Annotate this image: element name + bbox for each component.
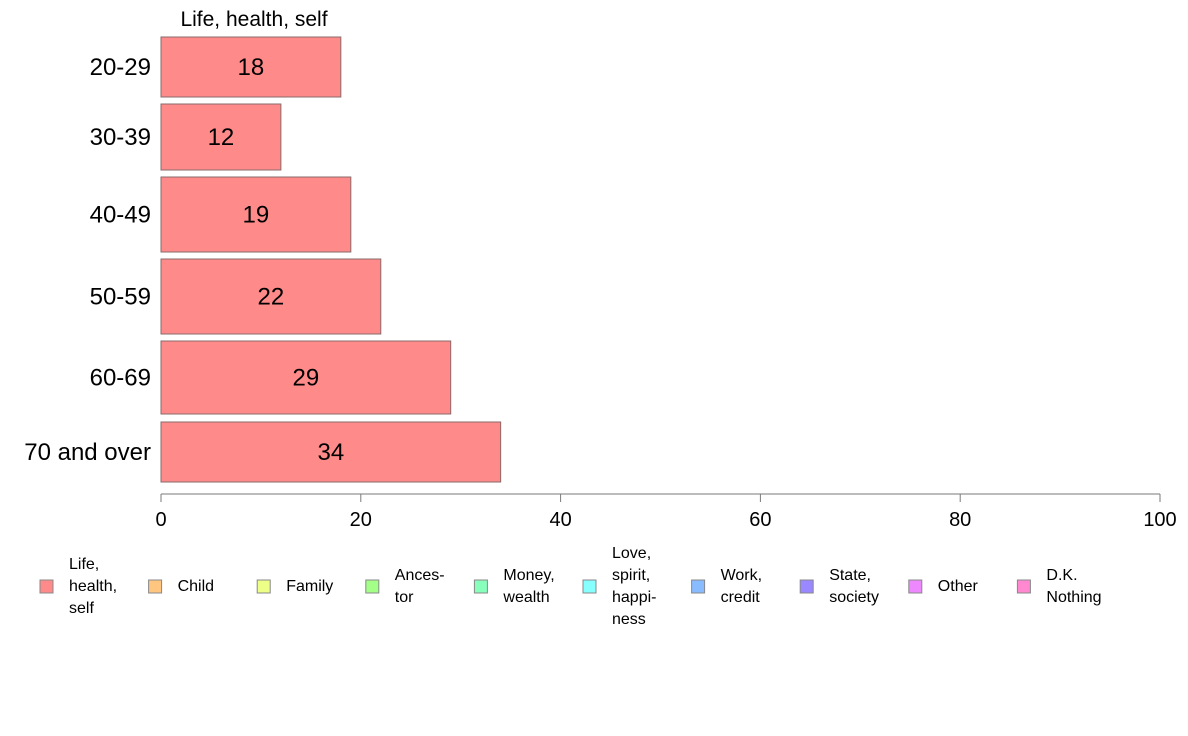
legend-label: D.K. Nothing <box>1046 567 1101 606</box>
category-label: 20-29 <box>90 54 151 81</box>
legend-swatch <box>1016 579 1031 594</box>
category-label: 50-59 <box>90 284 151 311</box>
legend-swatch <box>691 579 706 594</box>
legend: Life, health, self Child Family Ances-tor Mone… <box>39 545 1102 628</box>
category-label: 30-39 <box>90 124 151 151</box>
bar-value-label: 18 <box>238 54 265 81</box>
legend-swatch <box>473 579 488 594</box>
legend-label: Work, credit <box>721 567 762 606</box>
bar-value-label: 19 <box>243 202 270 229</box>
legend-swatch <box>582 579 597 594</box>
x-tick-label: 20 <box>350 509 372 531</box>
legend-swatch <box>39 579 54 594</box>
x-tick-label: 60 <box>749 509 771 531</box>
legend-label: Child <box>178 578 214 595</box>
bar-value-label: 12 <box>208 124 235 151</box>
bar-20-29 <box>160 36 342 98</box>
legend-item: Ances-tor <box>365 567 445 606</box>
legend-item: Family <box>256 578 333 595</box>
bar-40-49 <box>160 176 352 253</box>
legend-item: Money, wealth <box>473 567 555 606</box>
x-tick-label: 40 <box>549 509 571 531</box>
category-label: 60-69 <box>90 365 151 392</box>
bar-30-39 <box>160 103 282 171</box>
legend-label: Family <box>286 578 333 595</box>
bar-value-label: 29 <box>293 365 320 392</box>
x-tick-label: 80 <box>949 509 971 531</box>
bar-value-label: 34 <box>317 439 344 466</box>
legend-item: Love, spirit, happi-ness <box>582 545 656 628</box>
bar-value-label: 22 <box>258 284 285 311</box>
legend-label: Ances-tor <box>395 567 445 606</box>
bar-50-59 <box>160 258 382 335</box>
legend-swatch <box>799 579 814 594</box>
legend-swatch <box>256 579 271 594</box>
category-label: 70 and over <box>24 439 151 466</box>
legend-swatch <box>148 579 163 594</box>
bars-group: 18 20-29 12 30-39 19 40-49 22 50-59 29 60-69 34 70 … <box>24 36 502 483</box>
bar-60-69 <box>160 340 452 415</box>
legend-label: Life, health, self <box>69 556 117 617</box>
x-tick-label: 0 <box>155 509 166 531</box>
legend-label: Money, wealth <box>502 567 554 606</box>
legend-label: State, society <box>829 567 879 606</box>
panel-title: Life, health, self <box>180 8 327 31</box>
x-axis: 0 20 40 60 80 100 <box>155 493 1177 531</box>
legend-item: Other <box>908 578 979 595</box>
legend-label: Other <box>938 578 979 595</box>
category-label: 40-49 <box>90 202 151 229</box>
legend-item: Work, credit <box>691 567 762 606</box>
legend-item: D.K. Nothing <box>1016 567 1102 606</box>
legend-swatch <box>908 579 923 594</box>
legend-item: Life, health, self <box>39 556 117 617</box>
x-tick-label: 100 <box>1143 509 1176 531</box>
legend-swatch <box>365 579 380 594</box>
bar-70-and-over <box>160 421 502 483</box>
legend-label: Love, spirit, happi-ness <box>612 545 656 628</box>
legend-item: State, society <box>799 567 879 606</box>
legend-item: Child <box>148 578 214 595</box>
